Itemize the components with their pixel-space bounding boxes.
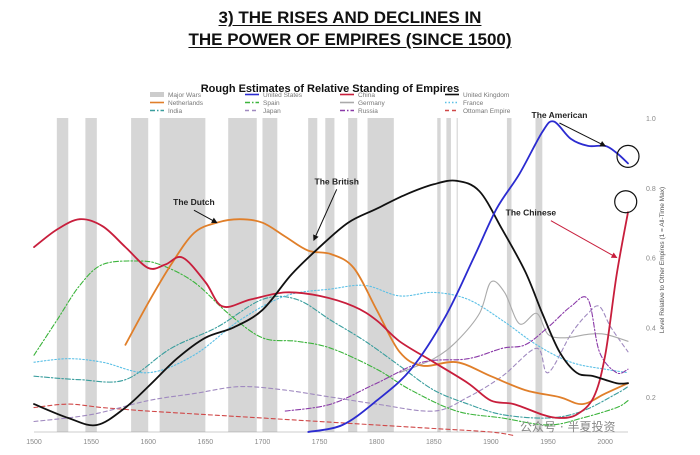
war-band [437, 118, 441, 432]
war-band [506, 118, 512, 432]
legend-label-uk: United Kingdom [463, 92, 509, 99]
x-tick-label: 1500 [26, 439, 42, 446]
legend-label-spain: Spain [263, 100, 280, 107]
series-line-russia [284, 296, 629, 412]
series-line-spain [33, 260, 629, 426]
legend-label-japan: Japan [263, 108, 281, 115]
x-tick-label: 1850 [426, 439, 442, 446]
legend-swatch-wars [150, 92, 164, 97]
major-wars-bands [56, 118, 543, 432]
y-axis-label: Level Relative to Other Empires (1 = All… [659, 187, 666, 333]
annotation-arrow-0 [193, 209, 218, 224]
war-band [308, 118, 318, 432]
legend-label-france: France [463, 100, 484, 107]
series-lines [33, 120, 629, 437]
x-tick-label: 1600 [140, 439, 156, 446]
series-line-china [33, 211, 629, 419]
series-line-france [33, 284, 629, 374]
annotation-arrow-2 [559, 122, 607, 147]
war-band [262, 118, 278, 432]
war-band [446, 118, 451, 432]
x-tick-label: 1950 [540, 439, 556, 446]
annotation-3: The Chinese [506, 208, 557, 218]
annotation-2: The American [532, 110, 588, 120]
x-tick-label: 1700 [255, 439, 271, 446]
legend-label-germany: Germany [358, 100, 385, 107]
series-line-ottoman [33, 403, 515, 437]
x-tick-label: 1550 [83, 439, 99, 446]
war-band [85, 118, 97, 432]
legend-label-india: India [168, 108, 182, 115]
war-band [348, 118, 358, 432]
series-line-india [33, 295, 629, 419]
annotation-0: The Dutch [173, 197, 215, 207]
legend-label-china: China [358, 92, 375, 99]
war-band [56, 118, 69, 432]
x-tick-label: 1800 [369, 439, 385, 446]
annotation-1: The British [315, 176, 359, 186]
y-tick-label: 0.6 [646, 256, 656, 263]
series-line-japan [33, 305, 629, 423]
legend-label-netherlands: Netherlands [168, 100, 204, 107]
x-tick-label: 1750 [312, 439, 328, 446]
war-band [535, 118, 543, 432]
chart-title: Rough Estimates of Relative Standing of … [201, 83, 460, 95]
war-band [131, 118, 149, 432]
page-heading-line-2: THE POWER OF EMPIRES (SINCE 1500) [188, 30, 512, 49]
x-tick-label: 1900 [483, 439, 499, 446]
legend-label-russia: Russia [358, 108, 378, 115]
axes: 1500 1550 1600 1650 1700 1750 1800 1850 1900 1950… [26, 116, 656, 446]
war-band [325, 118, 335, 432]
watermark: 公众号 · 半夏投资 [520, 420, 616, 434]
x-tick-label: 1650 [198, 439, 214, 446]
x-tick-label: 2000 [597, 439, 613, 446]
y-tick-label: 1.0 [646, 116, 656, 123]
legend-label-wars: Major Wars [168, 92, 202, 99]
legend-label-ottoman: Ottoman Empire [463, 108, 511, 115]
annotation-arrow-3 [550, 220, 618, 259]
war-band [367, 118, 394, 432]
y-tick-label: 0.8 [646, 186, 656, 193]
chart-legend: Major Wars United States China United Kingd… [150, 92, 511, 115]
series-line-germany [398, 280, 629, 374]
y-tick-label: 0.4 [646, 325, 656, 332]
highlight-circle-1 [614, 190, 638, 214]
legend-label-us: United States [263, 92, 303, 99]
y-tick-label: 0.2 [646, 395, 656, 402]
page-heading-line-1: 3) THE RISES AND DECLINES IN [218, 8, 482, 27]
annotation-arrow-1 [313, 189, 338, 242]
highlight-circle-0 [616, 144, 640, 168]
war-band [228, 118, 257, 432]
war-band [456, 118, 458, 432]
annotations: The Dutch The British The American The Chin… [173, 110, 640, 259]
series-line-uk [33, 179, 629, 427]
series-line-netherlands [124, 218, 629, 406]
